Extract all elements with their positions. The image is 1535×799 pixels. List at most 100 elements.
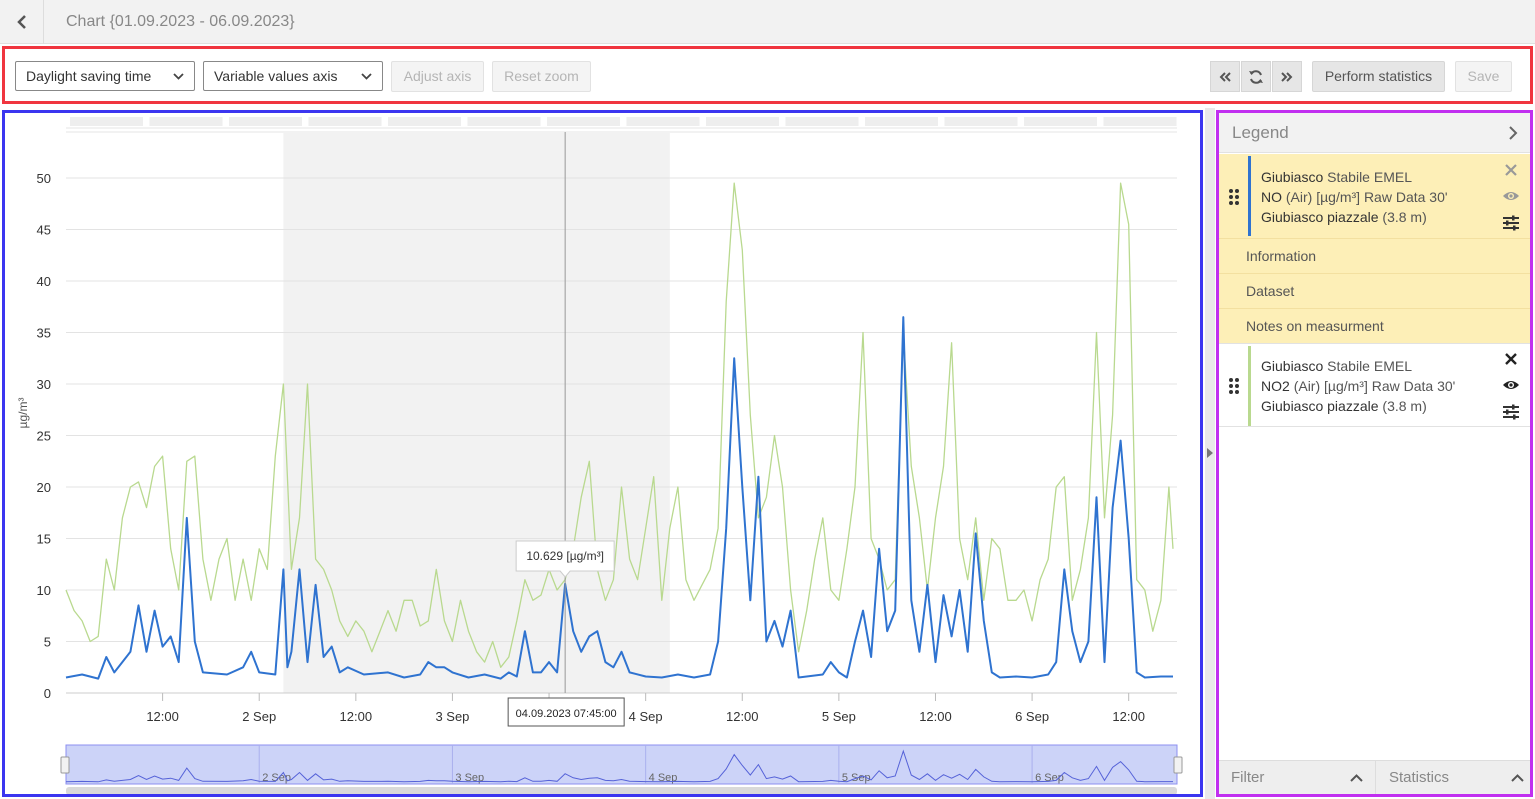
legend-sub-item-notes[interactable]: Notes on measurment: [1219, 308, 1530, 343]
legend-entry-station-line: Giubiasco Stabile EMEL: [1261, 358, 1412, 374]
axis-select-value: Variable values axis: [214, 68, 338, 84]
x-tick-label: 12:00: [919, 709, 952, 724]
series-line-no: [65, 316, 1173, 680]
chart-panel[interactable]: 0 5 10 15 20 25 30 35 40 45 50 µg/m³ 12:00 2 Sep 12:00…: [2, 110, 1203, 797]
phenomenon-details: (Air) [µg/m³] Raw Data 30': [1293, 378, 1456, 394]
legend-sub-item-dataset[interactable]: Dataset: [1219, 273, 1530, 308]
series-line-no2: [65, 182, 1174, 668]
shaded-range: [283, 132, 670, 693]
legend-footer: Filter Statistics: [1219, 760, 1530, 794]
navigator-handle-right: [1173, 756, 1183, 774]
top-band-segment: [149, 117, 223, 126]
x-tick-label: 2 Sep: [242, 709, 276, 724]
y-axis-label: µg/m³: [16, 398, 30, 429]
location-name: Giubiasco piazzale: [1261, 209, 1379, 225]
close-icon[interactable]: [1502, 162, 1520, 178]
close-icon[interactable]: [1502, 351, 1520, 367]
top-band-segment: [388, 117, 461, 126]
legend-panel: Legend Giubiasco Stabile EMEL NO (Air) […: [1216, 110, 1533, 797]
navigator-scrollbar: [66, 787, 1177, 794]
settings-sliders-icon[interactable]: [1502, 404, 1520, 420]
reset-zoom-button[interactable]: Reset zoom: [492, 61, 591, 92]
y-tick-label: 5: [44, 635, 51, 650]
chart-toolbar: Daylight saving time Variable values axi…: [2, 46, 1533, 104]
y-tick-label: 25: [37, 429, 51, 444]
chevron-up-icon: [1350, 774, 1363, 782]
legend-sub-item-information[interactable]: Information: [1219, 238, 1530, 273]
title-bar: Chart {01.09.2023 - 06.09.2023}: [0, 0, 1535, 44]
top-band-segment: [70, 117, 143, 126]
eye-icon[interactable]: [1502, 188, 1520, 204]
navigator-handle-left: [60, 756, 70, 774]
adjust-axis-button[interactable]: Adjust axis: [391, 61, 484, 92]
top-band-segment: [229, 117, 302, 126]
double-chevron-left-icon: [1219, 71, 1231, 82]
top-band-segment: [547, 117, 620, 126]
top-band-segment: [467, 117, 541, 126]
settings-sliders-icon[interactable]: [1502, 215, 1520, 231]
statistics-tab-label: Statistics: [1389, 769, 1450, 786]
back-button[interactable]: [0, 0, 44, 44]
phenomenon-name: NO: [1261, 189, 1282, 205]
x-tick-label: 12:00: [340, 709, 373, 724]
location-height: (3.8 m): [1382, 209, 1427, 225]
filter-tab[interactable]: Filter: [1219, 761, 1376, 794]
tooltip-box: [515, 540, 615, 578]
phenomenon-name: NO2: [1261, 378, 1290, 394]
top-band-segment: [944, 117, 1018, 126]
page-title: Chart {01.09.2023 - 06.09.2023}: [66, 13, 295, 30]
y-tick-label: 35: [37, 326, 51, 341]
legend-header[interactable]: Legend: [1219, 113, 1530, 153]
navigator-label: 4 Sep: [649, 772, 678, 784]
top-band-segment: [626, 117, 700, 126]
x-tick-label: 12:00: [726, 709, 759, 724]
chevron-right-icon[interactable]: [1508, 125, 1518, 141]
time-tooltip-box: [507, 697, 625, 727]
legend-entry-no[interactable]: Giubiasco Stabile EMEL NO (Air) [µg/m³] …: [1219, 154, 1530, 238]
station-name: Giubiasco: [1261, 169, 1324, 185]
top-band-segment: [785, 117, 859, 126]
y-tick-label: 50: [37, 171, 51, 186]
legend-title: Legend: [1232, 123, 1289, 142]
legend-entry-location-line: Giubiasco piazzale (3.8 m): [1261, 209, 1427, 225]
legend-entry-station-line: Giubiasco Stabile EMEL: [1261, 169, 1412, 185]
legend-entry-phenomenon-line: NO2 (Air) [µg/m³] Raw Data 30': [1261, 378, 1455, 394]
chevron-up-icon: [1511, 774, 1524, 782]
x-tick-label: 5 Sep: [822, 709, 856, 724]
legend-entry-no2[interactable]: Giubiasco Stabile EMEL NO2 (Air) [µg/m³]…: [1219, 343, 1530, 427]
navigator-label: 3 Sep: [455, 772, 484, 784]
timezone-select-value: Daylight saving time: [26, 68, 152, 84]
value-tooltip: 10.629 [µg/m³]: [515, 540, 615, 578]
statistics-tab[interactable]: Statistics: [1377, 761, 1530, 794]
top-band-segment: [308, 117, 382, 126]
location-height: (3.8 m): [1382, 398, 1427, 414]
previous-period-button[interactable]: [1210, 61, 1240, 92]
axis-select[interactable]: Variable values axis: [203, 61, 383, 91]
phenomenon-details: (Air) [µg/m³] Raw Data 30': [1285, 189, 1448, 205]
refresh-icon: [1249, 69, 1263, 84]
timezone-select[interactable]: Daylight saving time: [15, 61, 195, 91]
x-tick-label: 12:00: [146, 709, 179, 724]
y-tick-label: 20: [37, 480, 51, 495]
y-tick-label: 10: [37, 583, 51, 598]
platform-name: Stabile EMEL: [1327, 358, 1412, 374]
chevron-down-icon: [361, 73, 372, 80]
next-period-button[interactable]: [1272, 61, 1302, 92]
perform-statistics-button[interactable]: Perform statistics: [1312, 61, 1445, 92]
chart-svg[interactable]: 0 5 10 15 20 25 30 35 40 45 50 µg/m³ 12:00 2 Sep 12:00…: [5, 113, 1200, 794]
y-tick-label: 45: [37, 223, 51, 238]
eye-icon[interactable]: [1502, 377, 1520, 393]
platform-name: Stabile EMEL: [1327, 169, 1412, 185]
station-name: Giubiasco: [1261, 358, 1324, 374]
refresh-button[interactable]: [1241, 61, 1271, 92]
legend-entry-phenomenon-line: NO (Air) [µg/m³] Raw Data 30': [1261, 189, 1448, 205]
filter-tab-label: Filter: [1231, 769, 1265, 786]
navigator-window: [65, 744, 1178, 785]
drag-handle-icon[interactable]: [1227, 188, 1241, 206]
top-band-segment: [865, 117, 938, 126]
drag-handle-icon[interactable]: [1227, 377, 1241, 395]
panel-splitter[interactable]: [1205, 108, 1215, 799]
save-button[interactable]: Save: [1455, 61, 1512, 92]
navigator-label: 2 Sep: [262, 772, 291, 784]
y-tick-label: 15: [37, 532, 51, 547]
